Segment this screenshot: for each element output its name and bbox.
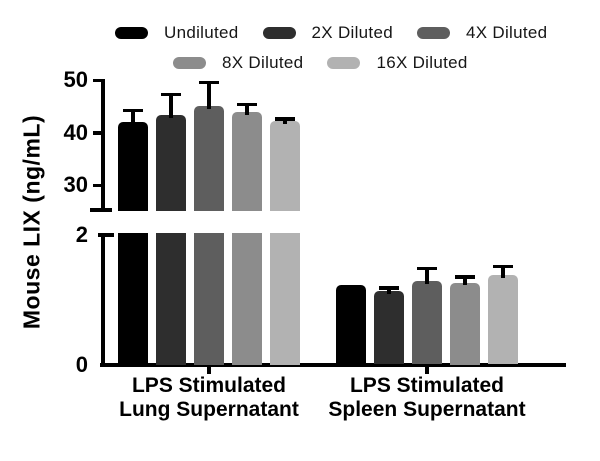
bar-4x-diluted-group1-lower [194, 233, 224, 365]
category-label-spleen-line1: LPS Stimulated [349, 374, 505, 397]
y-axis-lower-line [101, 233, 105, 365]
bar-undiluted-group1-upper [118, 122, 148, 212]
error-bar-cap-4x-diluted-group2 [417, 266, 437, 271]
bar-8x-diluted-group2-lower [450, 282, 480, 365]
bar-4x-diluted-group1-upper [194, 106, 224, 212]
legend-swatch-icon [327, 57, 361, 69]
legend-label: Undiluted [164, 23, 239, 42]
x-axis-tick-lung [207, 366, 211, 374]
bar-undiluted-group2-lower [336, 285, 366, 365]
legend-row-2: 8X Diluted 16X Diluted [173, 53, 468, 73]
bar-16x-diluted-group1-lower [270, 233, 300, 365]
x-axis-tick-spleen [425, 366, 429, 374]
error-bar-cap-8x-diluted-group2 [455, 275, 475, 279]
y-tick-label-0: 0 [75, 352, 88, 377]
y-axis-upper-line [101, 78, 105, 212]
error-bar-line-8x-diluted-group1 [245, 104, 249, 115]
bar-16x-diluted-group2-lower [488, 275, 518, 365]
y-tick-label-2: 2 [75, 221, 88, 247]
error-bar-cap-undiluted-group1 [123, 108, 143, 113]
legend-swatch-icon [115, 27, 148, 39]
legend-swatch-icon [173, 57, 206, 69]
error-bar-cap-16x-diluted-group2 [493, 264, 513, 269]
category-label-spleen: LPS Stimulated Spleen Supernatant [267, 374, 587, 422]
category-label-lung: LPS Stimulated Lung Supernatant [49, 374, 369, 422]
error-bar-line-16x-diluted-group1 [283, 118, 287, 125]
legend-row-1: Undiluted 2X Diluted 4X Diluted [115, 23, 548, 43]
y-axis-tick-30 [93, 183, 102, 187]
legend-label: 16X Diluted [376, 53, 468, 72]
error-bar-line-2x-diluted-group1 [169, 94, 173, 119]
category-label-lung-line1: LPS Stimulated [131, 374, 287, 397]
legend-swatch-icon [416, 27, 450, 39]
bar-2x-diluted-group1-upper [156, 115, 186, 212]
error-bar-line-4x-diluted-group2 [425, 268, 429, 284]
y-axis-lower-break-cap [98, 233, 114, 237]
bar-2x-diluted-group2-lower [374, 291, 404, 365]
error-bar-cap-8x-diluted-group1 [237, 102, 257, 107]
error-bar-line-4x-diluted-group1 [207, 82, 211, 110]
category-label-lung-line2: Lung Supernatant [119, 398, 299, 421]
error-bar-cap-2x-diluted-group2 [379, 286, 399, 290]
bar-8x-diluted-group1-lower [232, 233, 262, 365]
bar-undiluted-group1-lower [118, 233, 148, 365]
error-bar-cap-2x-diluted-group1 [161, 92, 181, 97]
x-axis-line [100, 363, 566, 367]
legend-item-8x-diluted: 8X Diluted [173, 53, 303, 73]
y-tick-label-40: 40 [63, 119, 88, 145]
error-bar-cap-4x-diluted-group1 [199, 80, 219, 85]
legend-item-2x-diluted: 2X Diluted [262, 23, 393, 43]
y-axis-tick-40 [93, 131, 102, 135]
category-label-spleen-line2: Spleen Supernatant [328, 398, 526, 421]
error-bar-line-2x-diluted-group2 [387, 287, 391, 295]
error-bar-line-undiluted-group1 [131, 110, 135, 126]
legend-item-16x-diluted: 16X Diluted [327, 53, 467, 73]
y-axis-upper-break-cap [90, 208, 112, 212]
legend-label: 8X Diluted [222, 53, 304, 72]
legend-item-undiluted: Undiluted [115, 23, 239, 43]
y-axis-tick-50 [93, 78, 102, 82]
bar-16x-diluted-group1-upper [270, 121, 300, 212]
y-tick-label-50: 50 [63, 67, 88, 92]
error-bar-cap-16x-diluted-group1 [275, 117, 295, 121]
y-tick-label-30: 30 [63, 172, 88, 197]
legend-item-4x-diluted: 4X Diluted [416, 23, 548, 43]
legend-swatch-icon [262, 27, 296, 39]
bar-2x-diluted-group1-lower [156, 233, 186, 365]
error-bar-line-16x-diluted-group2 [501, 266, 505, 279]
error-bar-line-8x-diluted-group2 [463, 277, 467, 286]
bar-8x-diluted-group1-upper [232, 111, 262, 212]
bar-4x-diluted-group2-lower [412, 280, 442, 365]
legend-label: 2X Diluted [311, 23, 393, 42]
legend-label: 4X Diluted [465, 23, 548, 42]
